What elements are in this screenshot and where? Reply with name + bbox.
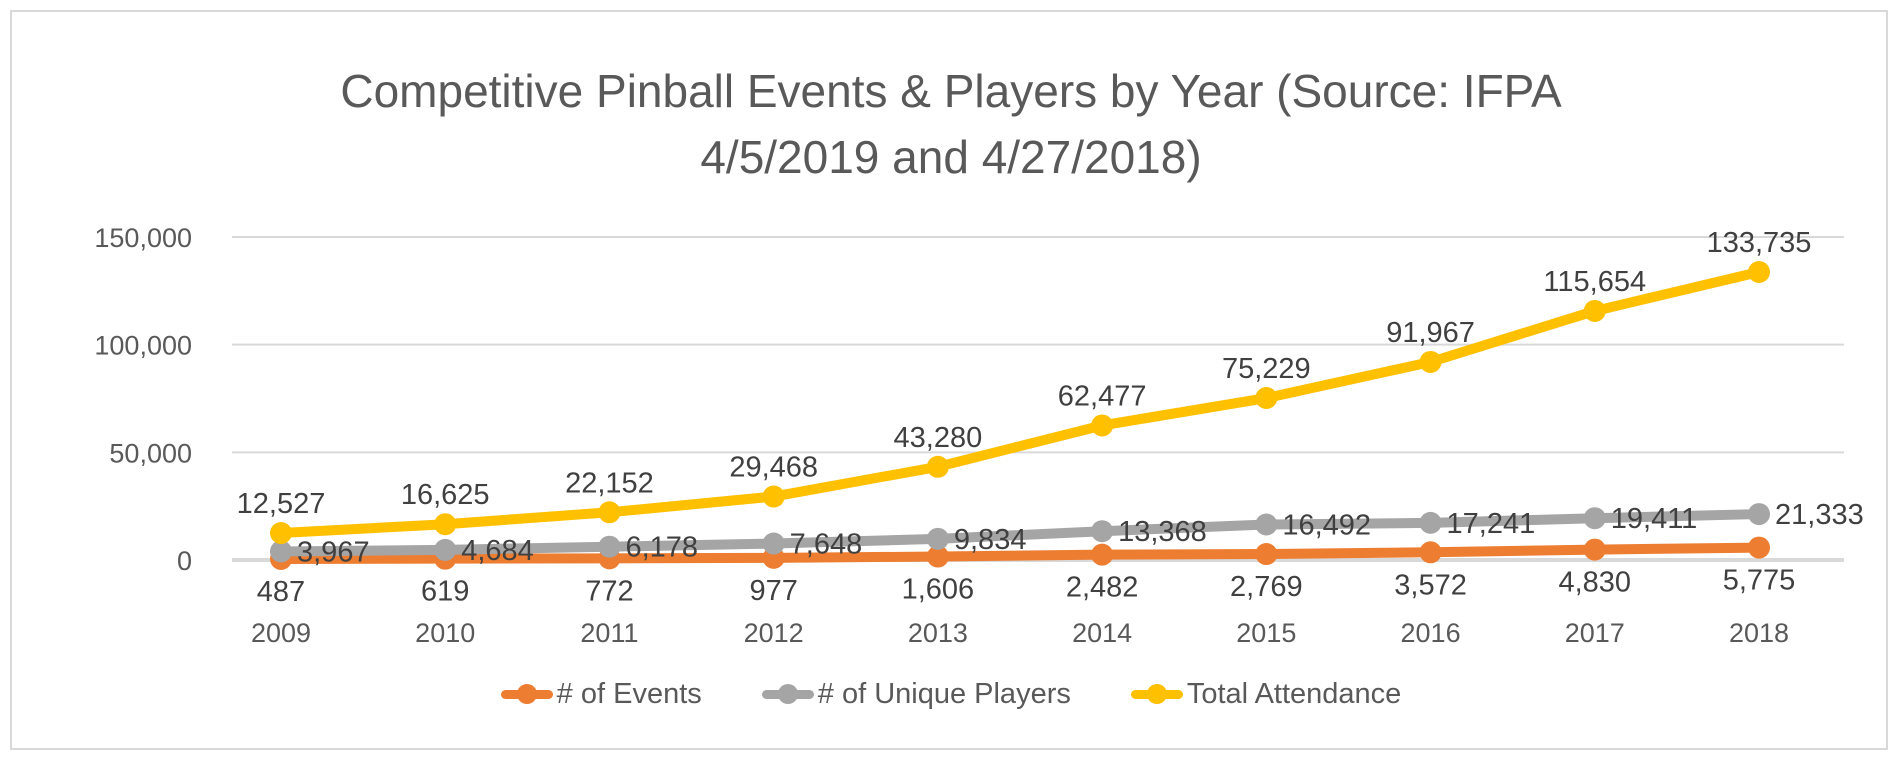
data-point <box>1583 538 1606 561</box>
x-tick-label: 2012 <box>744 618 804 648</box>
x-tick-label: 2010 <box>415 618 475 648</box>
series-line-1 <box>276 509 1764 557</box>
data-label: 13,368 <box>1118 516 1207 548</box>
data-label: 2,769 <box>1230 571 1303 603</box>
data-label: 3,572 <box>1394 569 1467 601</box>
y-tick-label: 50,000 <box>109 438 192 468</box>
data-label: 17,241 <box>1447 508 1536 540</box>
data-point <box>1091 543 1114 566</box>
data-label: 29,468 <box>729 452 818 484</box>
data-label: 75,229 <box>1222 353 1311 385</box>
data-label: 4,830 <box>1558 567 1631 599</box>
data-point <box>1091 520 1114 543</box>
data-label: 619 <box>421 576 469 608</box>
legend-marker-unique-players <box>761 674 814 714</box>
data-label: 43,280 <box>894 422 983 454</box>
x-tick-label: 2013 <box>908 618 968 648</box>
x-tick-label: 2011 <box>580 618 638 648</box>
legend-label: # of Unique Players <box>817 677 1071 710</box>
series-line-2 <box>276 267 1764 539</box>
data-label: 9,834 <box>954 524 1027 556</box>
data-label: 62,477 <box>1058 380 1147 412</box>
legend-label: Total Attendance <box>1186 677 1402 710</box>
legend-label: # of Events <box>556 677 702 710</box>
data-point <box>1255 513 1278 536</box>
data-point <box>926 527 949 550</box>
data-label: 12,527 <box>237 488 326 520</box>
data-point <box>1748 503 1770 526</box>
chart-title: Competitive Pinball Events & Players by … <box>0 58 1902 190</box>
x-tick-label: 2015 <box>1236 618 1296 648</box>
data-point <box>1583 299 1606 322</box>
data-point <box>762 532 785 555</box>
legend: # of Events # of Unique Players Total At… <box>0 674 1902 714</box>
data-point <box>1419 350 1442 373</box>
data-label: 21,333 <box>1775 499 1864 531</box>
data-label: 133,735 <box>1707 227 1812 259</box>
data-label: 22,152 <box>565 467 654 499</box>
x-tick-label: 2009 <box>251 618 311 648</box>
data-point <box>1583 507 1606 530</box>
legend-item-total-attendance[interactable]: Total Attendance <box>1130 674 1402 714</box>
y-tick-label: 100,000 <box>94 331 192 361</box>
data-point <box>1419 541 1442 564</box>
x-tick-label: 2018 <box>1729 618 1789 648</box>
data-label: 487 <box>257 576 305 608</box>
data-point <box>1255 387 1278 410</box>
data-point <box>270 522 292 545</box>
data-label: 115,654 <box>1543 266 1646 298</box>
data-point <box>270 540 292 563</box>
series-line-0 <box>276 542 1764 564</box>
data-label: 19,411 <box>1611 503 1698 535</box>
data-point <box>1255 543 1278 566</box>
data-label: 7,648 <box>790 529 863 561</box>
x-tick-label: 2017 <box>1565 618 1625 648</box>
legend-item-events[interactable]: # of Events <box>500 674 702 714</box>
data-point <box>1748 261 1770 284</box>
data-label: 5,775 <box>1723 565 1796 597</box>
data-point <box>1091 414 1114 437</box>
data-label: 4,684 <box>461 535 534 567</box>
legend-marker-total-attendance <box>1130 674 1183 714</box>
data-label: 772 <box>585 575 633 607</box>
data-label: 2,482 <box>1066 572 1139 604</box>
data-point <box>1419 511 1442 534</box>
legend-item-unique-players[interactable]: # of Unique Players <box>761 674 1071 714</box>
data-label: 16,492 <box>1282 509 1371 541</box>
x-tick-label: 2016 <box>1401 618 1461 648</box>
data-label: 16,625 <box>401 479 490 511</box>
y-tick-label: 150,000 <box>94 223 192 253</box>
data-point <box>926 545 949 568</box>
data-label: 1,606 <box>902 574 975 606</box>
data-point <box>926 455 949 478</box>
data-point <box>762 485 785 508</box>
data-label: 6,178 <box>625 532 698 564</box>
legend-marker-events <box>500 674 553 714</box>
y-tick-label: 0 <box>177 546 192 576</box>
data-point <box>434 513 457 536</box>
data-label: 977 <box>749 575 797 607</box>
chart-title-line-2: 4/5/2019 and 4/27/2018) <box>700 131 1202 183</box>
data-label: 3,967 <box>297 536 370 568</box>
data-point <box>598 501 621 524</box>
data-point <box>434 538 457 561</box>
x-tick-label: 2014 <box>1072 618 1132 648</box>
chart-frame <box>10 10 1888 750</box>
data-point <box>1748 536 1770 559</box>
data-point <box>598 535 621 558</box>
data-label: 91,967 <box>1386 317 1475 349</box>
chart-title-line-1: Competitive Pinball Events & Players by … <box>340 65 1562 117</box>
